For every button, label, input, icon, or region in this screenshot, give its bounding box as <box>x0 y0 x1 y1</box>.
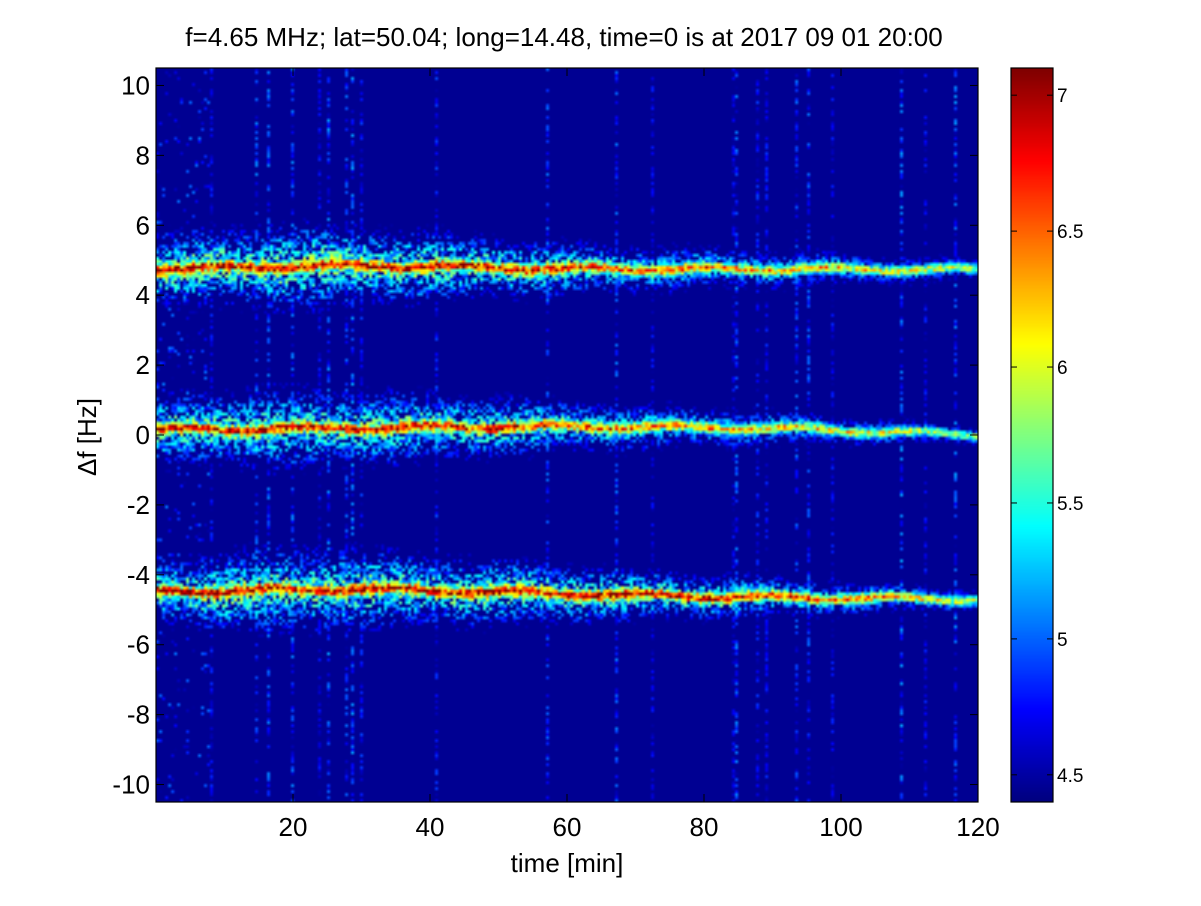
y-tick-label: -6 <box>127 630 150 660</box>
y-tick-label: -4 <box>127 560 150 590</box>
y-tick-label: 10 <box>121 70 150 100</box>
x-tick-label: 20 <box>279 812 308 842</box>
x-tick-label: 100 <box>819 812 862 842</box>
spectrogram-heatmap <box>156 68 978 802</box>
y-tick-label: -8 <box>127 700 150 730</box>
y-tick-label: -10 <box>112 770 150 800</box>
x-axis-label: time [min] <box>511 848 624 878</box>
x-axis-ticks: 20 40 60 80 100 120 <box>279 68 1000 842</box>
x-tick-label: 80 <box>690 812 719 842</box>
x-tick-label: 40 <box>416 812 445 842</box>
colorbar-ticks: 4.5 5 5.5 6 6.5 7 <box>1011 86 1083 787</box>
colorbar-tick-label: 6 <box>1057 358 1068 379</box>
x-tick-label: 60 <box>553 812 582 842</box>
colorbar-tick-label: 4.5 <box>1057 766 1083 787</box>
colorbar-tick-label: 6.5 <box>1057 222 1083 243</box>
colorbar-tick-label: 7 <box>1057 86 1068 107</box>
colorbar-gradient <box>1011 68 1053 802</box>
y-tick-label: 6 <box>136 210 150 240</box>
y-tick-label: 8 <box>136 140 150 170</box>
colorbar-tick-label: 5 <box>1057 630 1068 651</box>
y-axis-label: Δf [Hz] <box>72 398 102 476</box>
colorbar-frame <box>1010 67 1054 803</box>
y-axis-ticks: 10 8 6 4 2 0 -2 -4 -6 -8 -10 <box>112 70 978 800</box>
y-tick-label: 2 <box>136 350 150 380</box>
x-tick-label: 120 <box>956 812 999 842</box>
chart-title: f=4.65 MHz; lat=50.04; long=14.48, time=… <box>185 22 942 52</box>
y-tick-label: 4 <box>136 280 150 310</box>
y-tick-label: -2 <box>127 490 150 520</box>
y-tick-label: 0 <box>136 420 150 450</box>
colorbar-tick-label: 5.5 <box>1057 494 1083 515</box>
